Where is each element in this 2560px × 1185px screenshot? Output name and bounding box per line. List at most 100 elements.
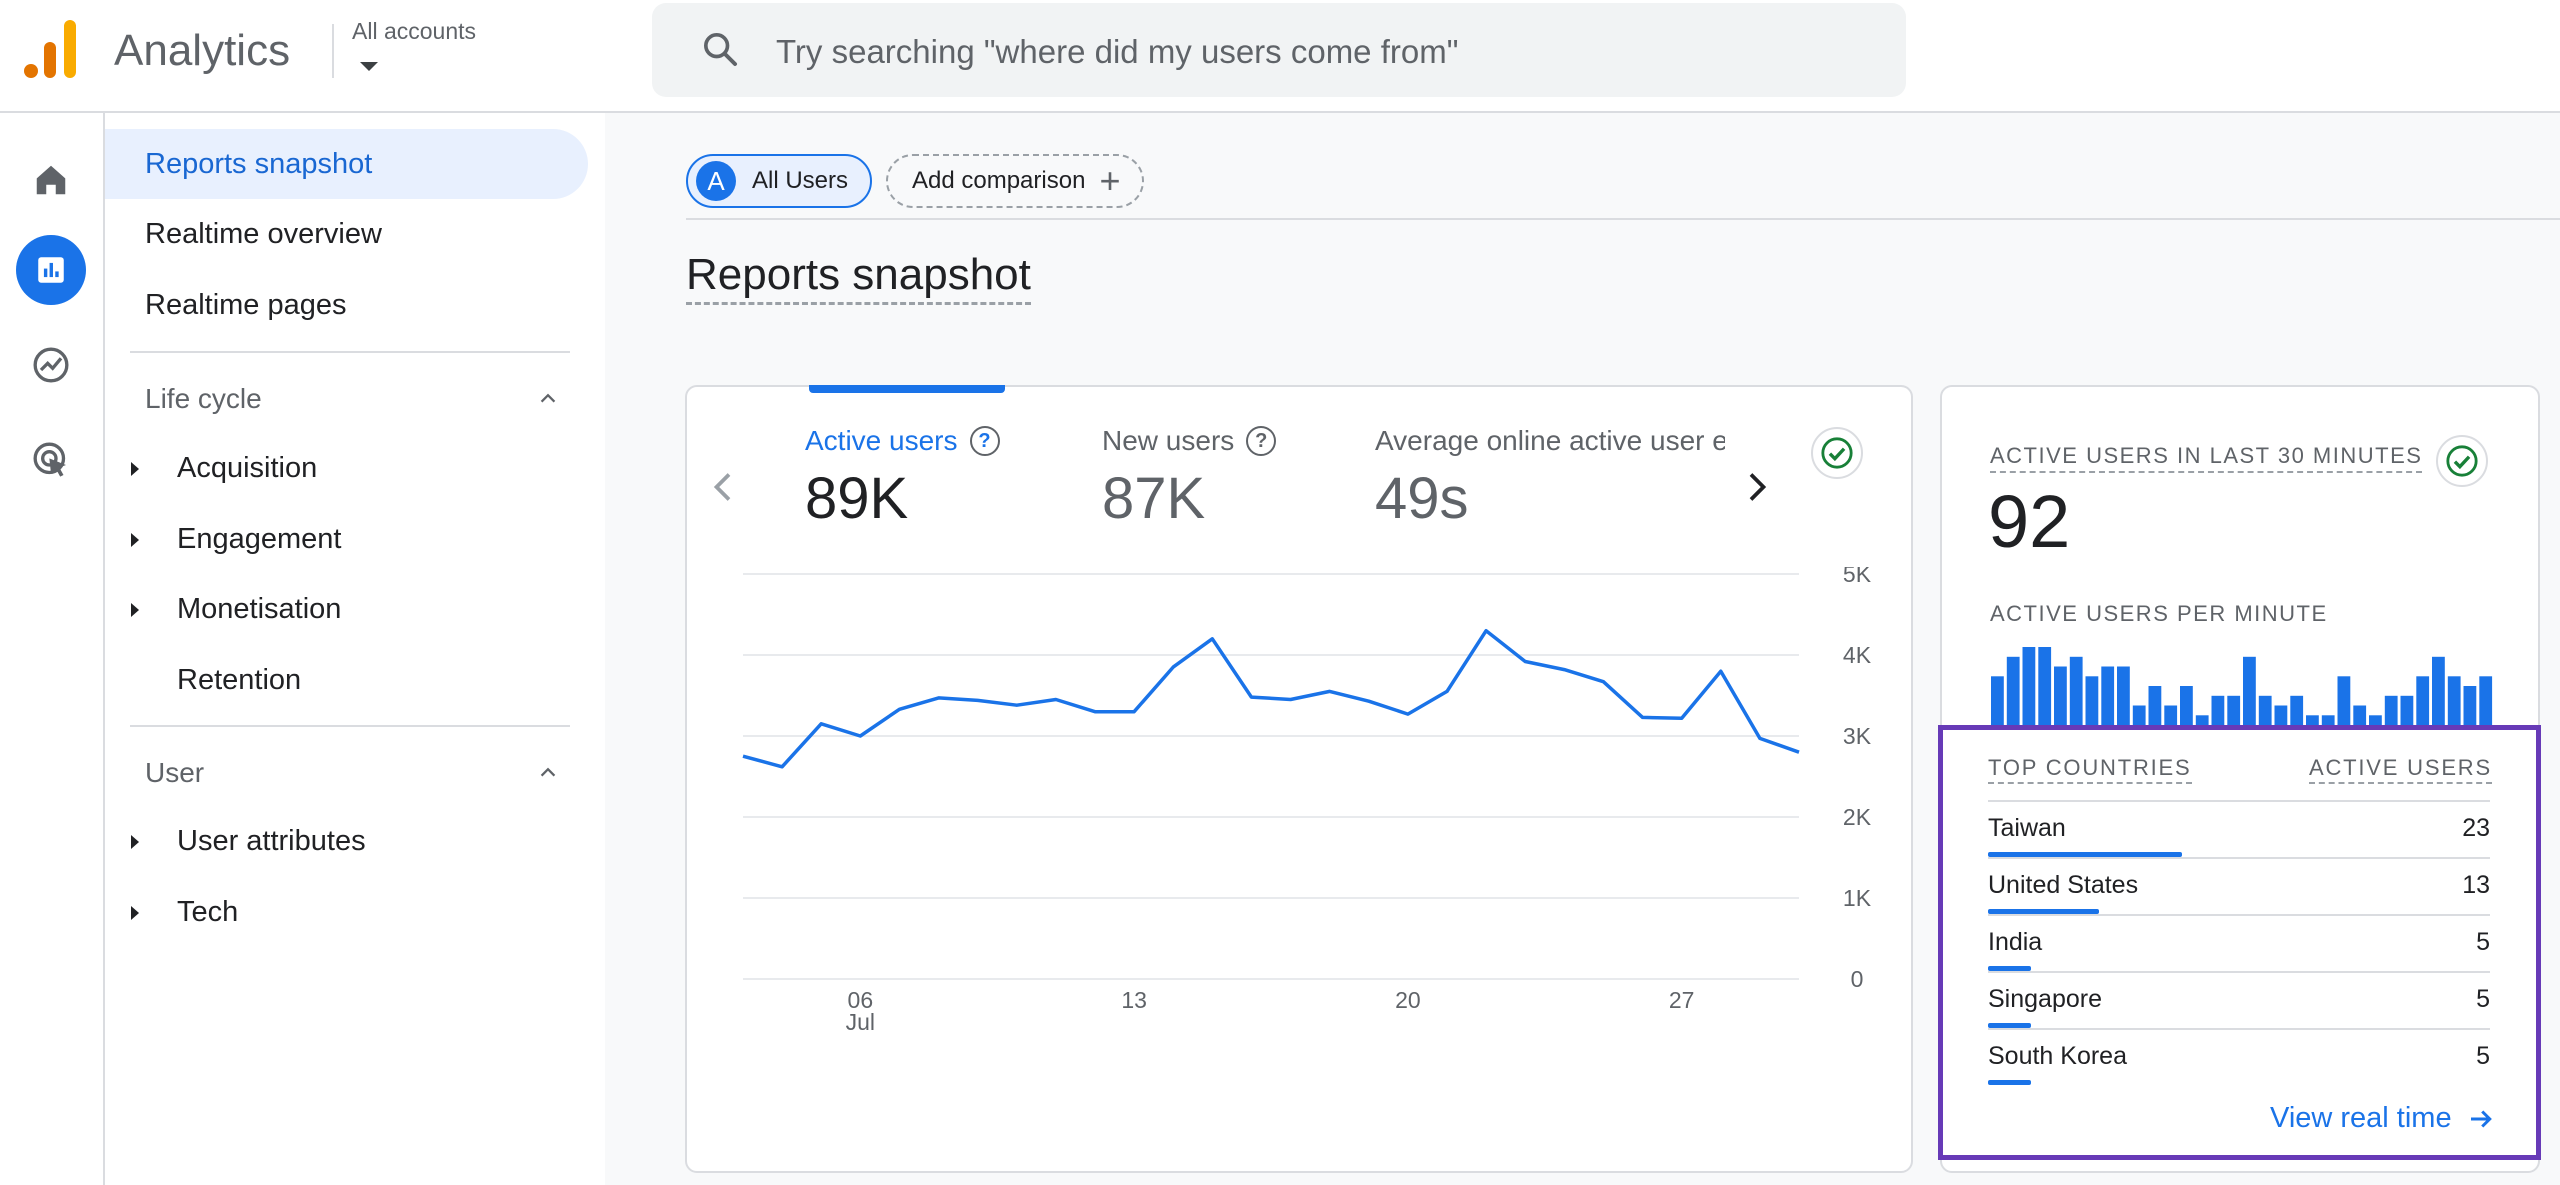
- per-minute-bar[interactable]: [2290, 695, 2304, 726]
- x-tick-label: 20: [1395, 987, 1421, 1013]
- per-minute-bar[interactable]: [2274, 705, 2288, 726]
- nav-section-user[interactable]: User: [145, 757, 205, 788]
- metric-tab-engagement-time[interactable]: Average online active user engagement ti…: [1375, 425, 1725, 532]
- per-minute-bar[interactable]: [2180, 686, 2193, 725]
- divider: [130, 725, 570, 727]
- country-row[interactable]: Singapore 5: [1988, 971, 2490, 1028]
- nav-engagement[interactable]: Engagement: [105, 504, 588, 574]
- x-tick-label: 06: [848, 987, 874, 1013]
- per-minute-bar[interactable]: [2337, 676, 2351, 726]
- per-minute-bar[interactable]: [2447, 676, 2461, 726]
- realtime-card: ACTIVE USERS IN LAST 30 MINUTES 92 ACTIV…: [1940, 385, 2540, 1173]
- per-minute-bar[interactable]: [2164, 705, 2178, 726]
- chevron-left-icon[interactable]: [709, 467, 739, 507]
- explore-icon[interactable]: [16, 330, 86, 400]
- chevron-up-icon[interactable]: [537, 387, 559, 409]
- nav-acquisition[interactable]: Acquisition: [105, 433, 588, 503]
- divider: [130, 351, 570, 353]
- metric-value: 87K: [1102, 466, 1206, 531]
- per-minute-bar[interactable]: [2479, 676, 2493, 726]
- per-minute-bar[interactable]: [2211, 695, 2225, 726]
- per-minute-bar[interactable]: [2384, 695, 2398, 726]
- per-minute-bar[interactable]: [2148, 686, 2162, 725]
- country-name: Taiwan: [1988, 814, 2066, 842]
- per-minute-bar[interactable]: [1991, 676, 2004, 726]
- nav-tech[interactable]: Tech: [105, 877, 588, 947]
- accounts-selector-label[interactable]: All accounts: [352, 18, 477, 44]
- per-minute-bar[interactable]: [2054, 666, 2067, 726]
- per-minute-bar[interactable]: [2321, 715, 2335, 726]
- left-rail: [0, 113, 105, 1185]
- country-row[interactable]: South Korea 5: [1988, 1028, 2490, 1085]
- metric-value: 89K: [805, 466, 909, 531]
- per-minute-bar[interactable]: [2038, 647, 2052, 725]
- per-minute-bar[interactable]: [2101, 666, 2115, 726]
- nav-item-label: Acquisition: [177, 451, 318, 484]
- per-minute-bar[interactable]: [2432, 656, 2445, 726]
- arrow-right-icon: [2470, 1109, 2492, 1128]
- per-minute-label: ACTIVE USERS PER MINUTE: [1990, 601, 2328, 626]
- per-minute-bar[interactable]: [2022, 647, 2036, 725]
- top-countries-header[interactable]: TOP COUNTRIES: [1988, 755, 2192, 784]
- help-icon[interactable]: ?: [1246, 426, 1277, 456]
- chevron-up-icon[interactable]: [537, 761, 559, 783]
- check-circle-icon[interactable]: [1811, 427, 1863, 479]
- per-minute-bar[interactable]: [2006, 656, 2020, 726]
- caret-right-icon: [131, 533, 139, 547]
- search-bar[interactable]: Try searching "where did my users come f…: [652, 3, 1906, 97]
- active-users-header[interactable]: ACTIVE USERS: [2309, 755, 2492, 784]
- country-row[interactable]: United States 13: [1988, 857, 2490, 914]
- per-minute-bar[interactable]: [2416, 676, 2430, 726]
- per-minute-bar[interactable]: [2085, 676, 2099, 726]
- search-icon: [704, 33, 737, 66]
- per-minute-bar[interactable]: [2369, 715, 2382, 726]
- per-minute-bar[interactable]: [2243, 656, 2256, 726]
- country-active-users: 23: [2462, 814, 2490, 842]
- per-minute-bar[interactable]: [2353, 705, 2367, 726]
- per-minute-bar[interactable]: [2132, 705, 2146, 726]
- add-comparison-button[interactable]: Add comparison +: [886, 154, 1144, 208]
- home-icon[interactable]: [16, 145, 86, 215]
- per-minute-bar[interactable]: [2306, 715, 2319, 726]
- avatar: A: [696, 161, 736, 201]
- check-circle-icon[interactable]: [2436, 435, 2488, 487]
- advertising-icon[interactable]: [16, 425, 86, 495]
- help-icon[interactable]: ?: [969, 426, 1000, 456]
- top-countries-highlight: [1938, 725, 2541, 1160]
- nav-monetisation[interactable]: Monetisation: [105, 574, 588, 644]
- metric-tab-new-users[interactable]: New users? 87K: [1102, 425, 1277, 532]
- country-name: Singapore: [1988, 985, 2102, 1013]
- nav-retention[interactable]: Retention: [105, 645, 588, 715]
- per-minute-bar[interactable]: [2258, 695, 2272, 726]
- series-line-active-users[interactable]: [742, 628, 1800, 769]
- analytics-logo[interactable]: [24, 20, 78, 78]
- nav-item-label: Monetisation: [177, 592, 342, 625]
- view-real-time-link[interactable]: View real time: [2270, 1102, 2496, 1135]
- metric-tab-active-users[interactable]: Active users? 89K: [805, 425, 1000, 532]
- per-minute-bar[interactable]: [2463, 686, 2477, 725]
- metric-value: 49s: [1375, 466, 1469, 531]
- per-minute-bar[interactable]: [2195, 715, 2209, 726]
- per-minute-bar[interactable]: [2069, 656, 2083, 726]
- per-minute-bar[interactable]: [2400, 695, 2414, 726]
- country-row[interactable]: India 5: [1988, 914, 2490, 971]
- nav-user-attributes[interactable]: User attributes: [105, 806, 588, 876]
- per-minute-bar[interactable]: [2117, 666, 2130, 726]
- nav-realtime-overview[interactable]: Realtime overview: [145, 217, 382, 250]
- metric-label: Average online active user engagement ti…: [1375, 425, 1725, 456]
- caret-right-icon: [131, 835, 139, 849]
- nav-realtime-pages[interactable]: Realtime pages: [145, 288, 347, 321]
- country-active-users: 13: [2462, 871, 2490, 899]
- per-minute-bar-chart[interactable]: [1990, 647, 2494, 727]
- reports-icon[interactable]: [16, 235, 86, 305]
- per-minute-bar[interactable]: [2227, 695, 2241, 726]
- search-input[interactable]: Try searching "where did my users come f…: [776, 33, 1459, 70]
- nav-section-lifecycle[interactable]: Life cycle: [145, 383, 262, 414]
- caret-down-icon[interactable]: [360, 62, 378, 71]
- country-row[interactable]: Taiwan 23: [1988, 800, 2490, 857]
- x-tick-label: 13: [1121, 987, 1147, 1013]
- nav-reports-snapshot[interactable]: Reports snapshot: [105, 129, 588, 199]
- all-users-chip[interactable]: A All Users: [686, 154, 872, 208]
- chevron-right-icon[interactable]: [1741, 467, 1771, 507]
